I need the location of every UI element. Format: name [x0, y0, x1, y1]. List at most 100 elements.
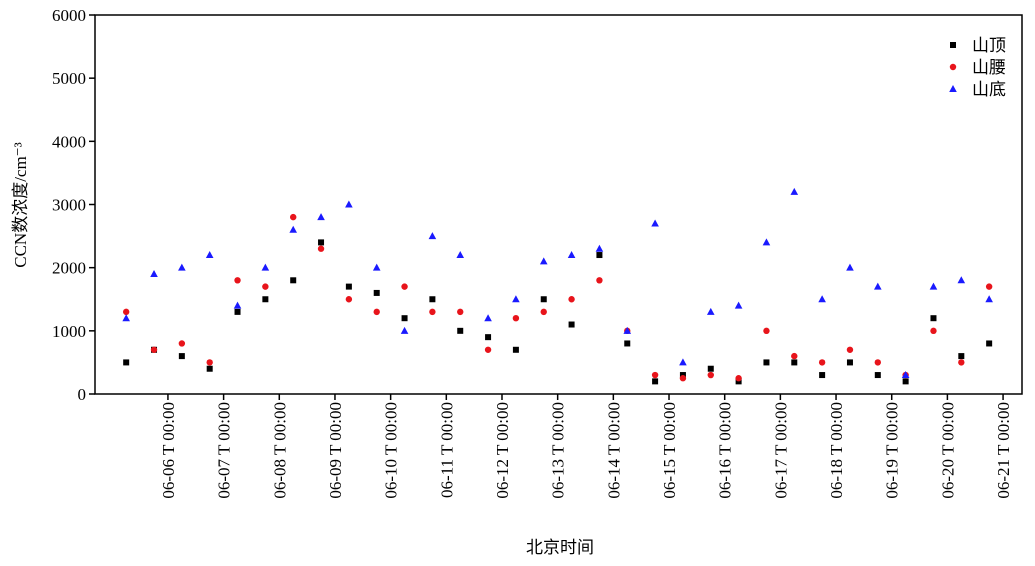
point	[762, 238, 771, 246]
point	[318, 239, 325, 246]
point	[484, 346, 492, 353]
point	[345, 200, 353, 208]
point	[596, 252, 603, 259]
point	[150, 269, 158, 277]
point	[763, 359, 770, 366]
legend-label: 山顶	[972, 36, 1006, 55]
point	[123, 359, 130, 366]
point	[596, 277, 603, 284]
point	[429, 308, 436, 316]
x-tick-label: 06-09 T 00:00	[326, 402, 345, 499]
point	[539, 257, 548, 265]
point	[846, 263, 854, 271]
point	[345, 283, 352, 290]
x-tick-label: 06-11 T 00:00	[437, 402, 456, 498]
point	[735, 375, 742, 382]
point	[652, 378, 659, 385]
point	[791, 352, 798, 360]
point	[763, 327, 770, 335]
point	[317, 213, 325, 221]
point	[150, 346, 158, 353]
point	[986, 340, 993, 347]
x-tick-label: 06-08 T 00:00	[270, 402, 289, 499]
point	[707, 365, 714, 372]
point	[949, 85, 957, 92]
point	[289, 225, 298, 233]
x-tick-label: 06-06 T 00:00	[159, 402, 178, 499]
x-tick-label: 06-07 T 00:00	[215, 402, 234, 499]
point	[734, 301, 743, 309]
x-tick-label: 06-19 T 00:00	[883, 402, 902, 499]
point	[206, 359, 213, 366]
point	[178, 353, 185, 360]
point	[345, 296, 353, 303]
x-tick-label: 06-16 T 00:00	[716, 402, 735, 499]
point	[372, 263, 381, 271]
point	[373, 308, 380, 316]
point	[401, 315, 408, 322]
y-tick-label: 5000	[52, 69, 86, 88]
point	[874, 372, 881, 379]
point	[485, 334, 492, 341]
point	[205, 251, 214, 259]
point	[428, 232, 437, 240]
point	[651, 219, 659, 227]
point	[706, 307, 715, 315]
point	[679, 358, 687, 366]
point	[373, 289, 380, 296]
point	[122, 308, 130, 316]
x-tick-label: 06-21 T 00:00	[994, 402, 1013, 499]
point	[540, 308, 547, 316]
point	[234, 308, 241, 315]
point	[233, 301, 242, 309]
x-axis-label: 北京时间	[526, 538, 594, 557]
point	[818, 295, 826, 303]
y-tick-label: 4000	[52, 132, 86, 151]
y-tick-label: 1000	[52, 322, 86, 341]
point	[957, 276, 966, 284]
point	[400, 326, 409, 334]
point	[261, 263, 270, 271]
point	[846, 359, 853, 366]
point	[512, 346, 519, 353]
point	[290, 213, 297, 221]
legend-label: 山腰	[972, 58, 1006, 77]
point	[902, 378, 909, 385]
point	[791, 359, 798, 366]
point	[484, 314, 492, 322]
point	[958, 359, 965, 366]
point	[846, 346, 854, 353]
x-tick-label: 06-15 T 00:00	[660, 402, 679, 499]
point	[707, 371, 714, 379]
point	[262, 283, 269, 290]
point	[122, 314, 130, 322]
point	[819, 372, 826, 379]
point	[317, 245, 325, 252]
point	[567, 251, 576, 259]
point	[790, 187, 799, 195]
point	[985, 295, 993, 303]
x-tick-label: 06-13 T 00:00	[549, 402, 568, 499]
point	[595, 244, 604, 252]
point	[290, 277, 297, 284]
y-tick-label: 2000	[52, 259, 86, 278]
point	[512, 295, 520, 303]
point	[206, 365, 213, 372]
x-tick-label: 06-17 T 00:00	[771, 402, 790, 499]
point	[679, 375, 687, 382]
point	[178, 263, 186, 271]
point	[401, 283, 408, 290]
point	[929, 282, 938, 290]
point	[930, 327, 937, 335]
point	[818, 359, 826, 366]
point	[901, 371, 910, 379]
point	[651, 371, 659, 379]
y-tick-label: 3000	[52, 196, 86, 215]
x-tick-label: 06-12 T 00:00	[493, 402, 512, 499]
point	[985, 283, 993, 290]
point	[930, 315, 937, 322]
legend-label: 山底	[972, 80, 1006, 99]
point	[949, 63, 957, 71]
y-tick-label: 6000	[52, 6, 86, 25]
